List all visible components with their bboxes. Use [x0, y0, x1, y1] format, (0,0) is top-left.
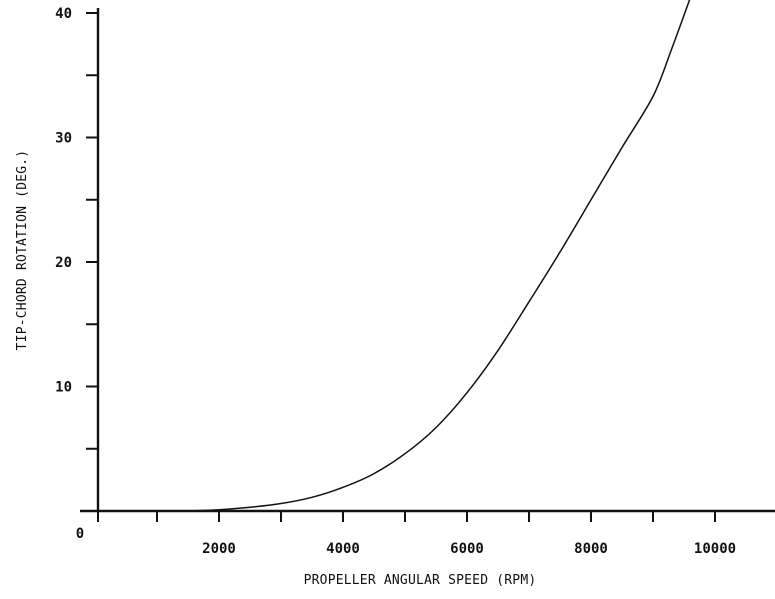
tick-labels: 10 20 30 40 2000 4000 6000 8000 10000: [55, 6, 736, 557]
ticks: [86, 12, 716, 522]
x-axis-title: PROPELLER ANGULAR SPEED (RPM): [304, 573, 537, 588]
x-tick-label: 10000: [694, 541, 736, 557]
x-tick-label: 8000: [574, 541, 608, 557]
y-tick-label: 30: [55, 131, 72, 147]
series: [187, 0, 691, 512]
y-tick-label: 40: [55, 6, 72, 22]
y-axis-title: TIP-CHORD ROTATION (DEG.): [15, 150, 30, 351]
y-tick-label: 20: [55, 255, 72, 271]
x-tick-label: 6000: [450, 541, 484, 557]
x-tick-label: 2000: [202, 541, 236, 557]
x-tick-label: 4000: [326, 541, 360, 557]
y-tick-label: 10: [55, 380, 72, 396]
series-line: [187, 0, 691, 512]
origin-label: 0: [76, 526, 84, 542]
